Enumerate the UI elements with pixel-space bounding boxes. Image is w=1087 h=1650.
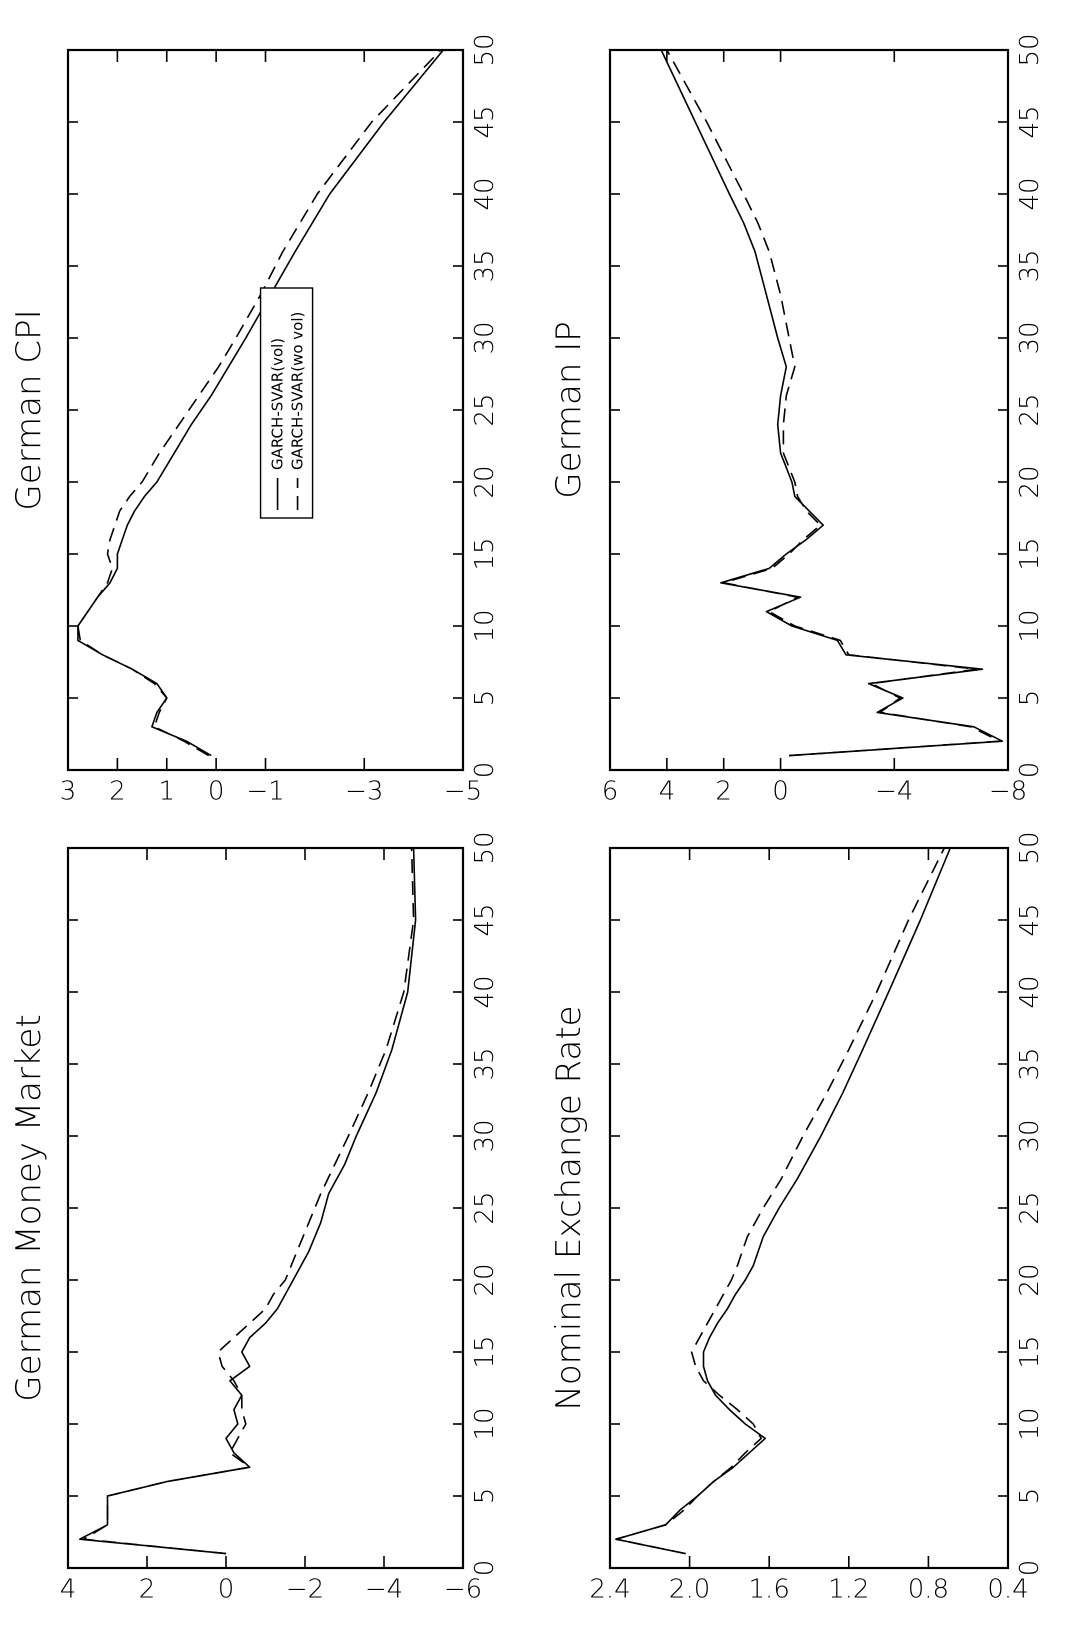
x-tick-label: 40: [470, 177, 500, 210]
y-tick-label: 0.4: [987, 1575, 1028, 1605]
series-line-wo-vol: [667, 50, 1000, 756]
x-tick-label: 20: [470, 465, 500, 498]
x-tick-label: 35: [470, 249, 500, 282]
y-tick-label: 0: [208, 777, 225, 807]
y-tick-label: 4: [60, 1575, 77, 1605]
y-tick-label: 1: [158, 777, 175, 807]
x-tick-label: 10: [1015, 609, 1045, 642]
chart-title: German CPI: [9, 309, 49, 510]
chart-title: German IP: [549, 321, 589, 499]
series-line-wo-vol: [78, 50, 441, 756]
x-tick-label: 30: [470, 321, 500, 354]
series-line-vol: [80, 848, 416, 1554]
series-line-vol: [616, 848, 950, 1554]
x-tick-label: 30: [1015, 1119, 1045, 1152]
x-tick-label: 5: [470, 1488, 500, 1505]
y-tick-label: 2: [109, 777, 126, 807]
x-tick-label: 15: [1015, 537, 1045, 570]
y-tick-label: −1: [246, 777, 284, 807]
plot-frame: [610, 50, 1008, 770]
x-tick-label: 35: [1015, 249, 1045, 282]
y-tick-label: 2.4: [589, 1575, 630, 1605]
chart-title: German Money Market: [9, 1014, 49, 1401]
legend-label: GARCH-SVAR(vol): [269, 338, 287, 470]
x-tick-label: 10: [1015, 1407, 1045, 1440]
x-tick-label: 5: [470, 690, 500, 707]
y-tick-label: 3: [60, 777, 77, 807]
x-tick-label: 40: [470, 975, 500, 1008]
x-tick-label: 20: [1015, 1263, 1045, 1296]
y-tick-label: −4: [875, 777, 913, 807]
y-tick-label: 6: [602, 777, 619, 807]
x-tick-label: 40: [1015, 177, 1045, 210]
x-tick-label: 30: [470, 1119, 500, 1152]
x-tick-label: 45: [470, 105, 500, 138]
plot-frame: [68, 848, 463, 1568]
y-tick-label: 0: [218, 1575, 235, 1605]
x-tick-label: 15: [1015, 1335, 1045, 1368]
series-line-vol: [661, 50, 1002, 756]
y-tick-label: 4: [659, 777, 676, 807]
x-tick-label: 30: [1015, 321, 1045, 354]
x-tick-label: 40: [1015, 975, 1045, 1008]
x-tick-label: 5: [1015, 1488, 1045, 1505]
y-tick-label: −8: [989, 777, 1027, 807]
x-tick-label: 25: [1015, 393, 1045, 426]
y-tick-label: 0.8: [908, 1575, 949, 1605]
x-tick-label: 35: [470, 1047, 500, 1080]
x-tick-label: 50: [470, 831, 500, 864]
y-tick-label: −6: [444, 1575, 482, 1605]
legend: GARCH-SVAR(vol) GARCH-SVAR(wo vol): [261, 288, 313, 518]
y-tick-label: 2: [715, 777, 732, 807]
y-tick-label: −5: [444, 777, 482, 807]
series-line-wo-vol: [616, 848, 944, 1554]
x-tick-label: 15: [470, 537, 500, 570]
x-tick-label: 50: [1015, 33, 1045, 66]
series-line-wo-vol: [84, 848, 414, 1554]
y-tick-label: 1.6: [749, 1575, 790, 1605]
x-tick-label: 25: [1015, 1191, 1045, 1224]
y-tick-label: −3: [345, 777, 383, 807]
y-tick-label: 1.2: [828, 1575, 869, 1605]
y-tick-label: −4: [365, 1575, 403, 1605]
x-tick-label: 45: [470, 903, 500, 936]
y-tick-label: −2: [286, 1575, 324, 1605]
x-tick-label: 10: [470, 609, 500, 642]
x-tick-label: 25: [470, 1191, 500, 1224]
chart-title: Nominal Exchange Rate: [549, 1005, 589, 1410]
x-tick-label: 35: [1015, 1047, 1045, 1080]
x-tick-label: 50: [470, 33, 500, 66]
x-tick-label: 10: [470, 1407, 500, 1440]
y-tick-label: 2.0: [669, 1575, 710, 1605]
x-tick-label: 15: [470, 1335, 500, 1368]
x-tick-label: 45: [1015, 105, 1045, 138]
x-tick-label: 25: [470, 393, 500, 426]
x-tick-label: 20: [1015, 465, 1045, 498]
x-tick-label: 50: [1015, 831, 1045, 864]
legend-label: GARCH-SVAR(wo vol): [289, 312, 307, 470]
x-tick-label: 5: [1015, 690, 1045, 707]
x-tick-label: 20: [470, 1263, 500, 1296]
y-tick-label: 0: [772, 777, 789, 807]
x-tick-label: 45: [1015, 903, 1045, 936]
y-tick-label: 2: [139, 1575, 156, 1605]
plot-frame: [610, 848, 1008, 1568]
